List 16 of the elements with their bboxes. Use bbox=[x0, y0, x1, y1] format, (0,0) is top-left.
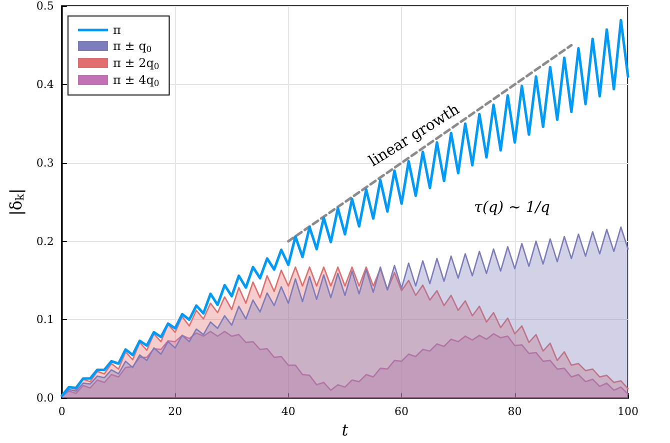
x-tick-label: 100 bbox=[618, 405, 638, 418]
x-tick-label: 0 bbox=[58, 405, 66, 418]
y-tick-label: 0.5 bbox=[36, 0, 54, 12]
annotation: τ(q) ∼ 1/q bbox=[474, 198, 550, 216]
y-tick-label: 0.1 bbox=[36, 313, 54, 326]
y-axis-title: |δk| bbox=[6, 188, 26, 216]
y-tick-label: 0.3 bbox=[36, 156, 54, 170]
legend-label: π bbox=[113, 23, 121, 37]
x-tick-label: 40 bbox=[281, 405, 296, 418]
x-tick-label: 20 bbox=[168, 405, 182, 418]
x-tick-label: 60 bbox=[394, 405, 409, 418]
y-tick-label: 0.0 bbox=[36, 392, 54, 405]
y-tick-label: 0.2 bbox=[36, 234, 54, 248]
x-tick-label: 80 bbox=[508, 405, 522, 418]
x-axis-title: t bbox=[342, 420, 349, 440]
y-tick-label: 0.4 bbox=[36, 78, 54, 91]
